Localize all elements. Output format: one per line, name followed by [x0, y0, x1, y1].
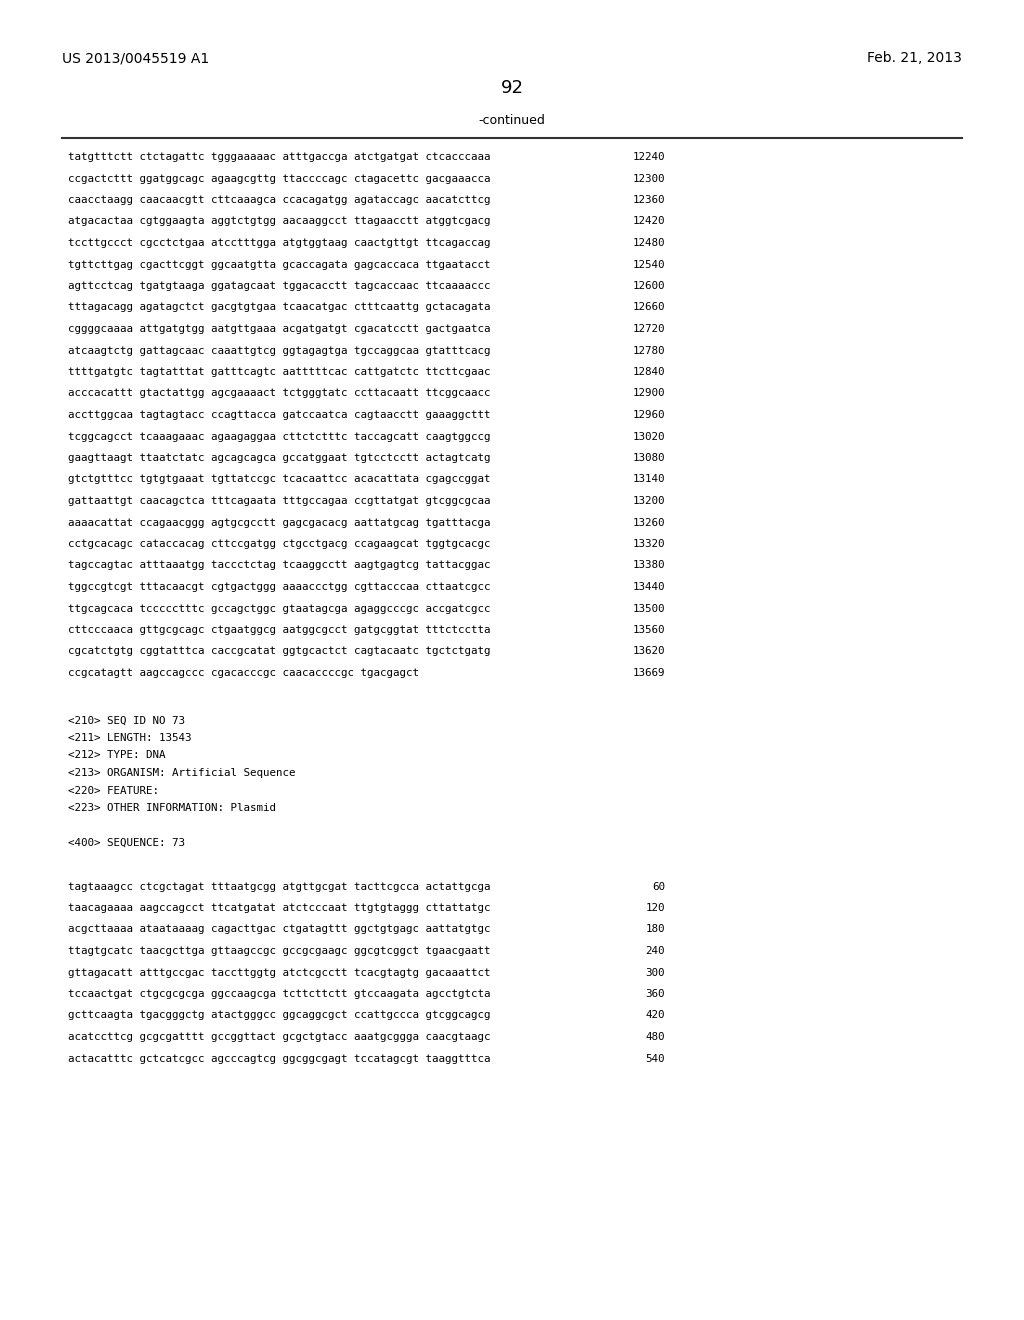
- Text: tatgtttctt ctctagattc tgggaaaaac atttgaccga atctgatgat ctcacccaaa: tatgtttctt ctctagattc tgggaaaaac atttgac…: [68, 152, 490, 162]
- Text: 13080: 13080: [633, 453, 665, 463]
- Text: gattaattgt caacagctca tttcagaata tttgccagaa ccgttatgat gtcggcgcaa: gattaattgt caacagctca tttcagaata tttgcca…: [68, 496, 490, 506]
- Text: acccacattt gtactattgg agcgaaaact tctgggtatc ccttacaatt ttcggcaacc: acccacattt gtactattgg agcgaaaact tctgggt…: [68, 388, 490, 399]
- Text: -continued: -continued: [478, 114, 546, 127]
- Text: 60: 60: [652, 882, 665, 891]
- Text: gcttcaagta tgacgggctg atactgggcc ggcaggcgct ccattgccca gtcggcagcg: gcttcaagta tgacgggctg atactgggcc ggcaggc…: [68, 1011, 490, 1020]
- Text: 12420: 12420: [633, 216, 665, 227]
- Text: 13440: 13440: [633, 582, 665, 591]
- Text: 540: 540: [645, 1053, 665, 1064]
- Text: 13380: 13380: [633, 561, 665, 570]
- Text: 13500: 13500: [633, 603, 665, 614]
- Text: 13669: 13669: [633, 668, 665, 678]
- Text: ttgcagcaca tccccctttc gccagctggc gtaatagcga agaggcccgc accgatcgcc: ttgcagcaca tccccctttc gccagctggc gtaatag…: [68, 603, 490, 614]
- Text: 13020: 13020: [633, 432, 665, 441]
- Text: cttcccaaca gttgcgcagc ctgaatggcg aatggcgcct gatgcggtat tttctcctta: cttcccaaca gttgcgcagc ctgaatggcg aatggcg…: [68, 624, 490, 635]
- Text: tccaactgat ctgcgcgcga ggccaagcga tcttcttctt gtccaagata agcctgtcta: tccaactgat ctgcgcgcga ggccaagcga tcttctt…: [68, 989, 490, 999]
- Text: atgacactaa cgtggaagta aggtctgtgg aacaaggcct ttagaacctt atggtcgacg: atgacactaa cgtggaagta aggtctgtgg aacaagg…: [68, 216, 490, 227]
- Text: ttttgatgtc tagtatttat gatttcagtc aatttttcac cattgatctc ttcttcgaac: ttttgatgtc tagtatttat gatttcagtc aattttt…: [68, 367, 490, 378]
- Text: US 2013/0045519 A1: US 2013/0045519 A1: [62, 51, 209, 65]
- Text: <400> SEQUENCE: 73: <400> SEQUENCE: 73: [68, 838, 185, 847]
- Text: 12840: 12840: [633, 367, 665, 378]
- Text: tagccagtac atttaaatgg taccctctag tcaaggcctt aagtgagtcg tattacggac: tagccagtac atttaaatgg taccctctag tcaaggc…: [68, 561, 490, 570]
- Text: cggggcaaaa attgatgtgg aatgttgaaa acgatgatgt cgacatcctt gactgaatca: cggggcaaaa attgatgtgg aatgttgaaa acgatga…: [68, 323, 490, 334]
- Text: 12540: 12540: [633, 260, 665, 269]
- Text: <211> LENGTH: 13543: <211> LENGTH: 13543: [68, 733, 191, 743]
- Text: 13560: 13560: [633, 624, 665, 635]
- Text: 420: 420: [645, 1011, 665, 1020]
- Text: 12240: 12240: [633, 152, 665, 162]
- Text: tagtaaagcc ctcgctagat tttaatgcgg atgttgcgat tacttcgcca actattgcga: tagtaaagcc ctcgctagat tttaatgcgg atgttgc…: [68, 882, 490, 891]
- Text: cgcatctgtg cggtatttca caccgcatat ggtgcactct cagtacaatc tgctctgatg: cgcatctgtg cggtatttca caccgcatat ggtgcac…: [68, 647, 490, 656]
- Text: acgcttaaaa ataataaaag cagacttgac ctgatagttt ggctgtgagc aattatgtgc: acgcttaaaa ataataaaag cagacttgac ctgatag…: [68, 924, 490, 935]
- Text: 13320: 13320: [633, 539, 665, 549]
- Text: 13260: 13260: [633, 517, 665, 528]
- Text: ccgactcttt ggatggcagc agaagcgttg ttaccccagc ctagacettc gacgaaacca: ccgactcttt ggatggcagc agaagcgttg ttacccc…: [68, 173, 490, 183]
- Text: tggccgtcgt tttacaacgt cgtgactggg aaaaccctgg cgttacccaa cttaatcgcc: tggccgtcgt tttacaacgt cgtgactggg aaaaccc…: [68, 582, 490, 591]
- Text: ttagtgcatc taacgcttga gttaagccgc gccgcgaagc ggcgtcggct tgaacgaatt: ttagtgcatc taacgcttga gttaagccgc gccgcga…: [68, 946, 490, 956]
- Text: 240: 240: [645, 946, 665, 956]
- Text: <213> ORGANISM: Artificial Sequence: <213> ORGANISM: Artificial Sequence: [68, 768, 296, 777]
- Text: atcaagtctg gattagcaac caaattgtcg ggtagagtga tgccaggcaa gtatttcacg: atcaagtctg gattagcaac caaattgtcg ggtagag…: [68, 346, 490, 355]
- Text: actacatttc gctcatcgcc agcccagtcg ggcggcgagt tccatagcgt taaggtttca: actacatttc gctcatcgcc agcccagtcg ggcggcg…: [68, 1053, 490, 1064]
- Text: tccttgccct cgcctctgaa atcctttgga atgtggtaag caactgttgt ttcagaccag: tccttgccct cgcctctgaa atcctttgga atgtggt…: [68, 238, 490, 248]
- Text: cctgcacagc cataccacag cttccgatgg ctgcctgacg ccagaagcat tggtgcacgc: cctgcacagc cataccacag cttccgatgg ctgcctg…: [68, 539, 490, 549]
- Text: <220> FEATURE:: <220> FEATURE:: [68, 785, 159, 796]
- Text: tttagacagg agatagctct gacgtgtgaa tcaacatgac ctttcaattg gctacagata: tttagacagg agatagctct gacgtgtgaa tcaacat…: [68, 302, 490, 313]
- Text: 180: 180: [645, 924, 665, 935]
- Text: 12480: 12480: [633, 238, 665, 248]
- Text: agttcctcag tgatgtaaga ggatagcaat tggacacctt tagcaccaac ttcaaaaccc: agttcctcag tgatgtaaga ggatagcaat tggacac…: [68, 281, 490, 290]
- Text: 12720: 12720: [633, 323, 665, 334]
- Text: acatccttcg gcgcgatttt gccggttact gcgctgtacc aaatgcggga caacgtaagc: acatccttcg gcgcgatttt gccggttact gcgctgt…: [68, 1032, 490, 1041]
- Text: gtctgtttcc tgtgtgaaat tgttatccgc tcacaattcc acacattata cgagccggat: gtctgtttcc tgtgtgaaat tgttatccgc tcacaat…: [68, 474, 490, 484]
- Text: 12780: 12780: [633, 346, 665, 355]
- Text: caacctaagg caacaacgtt cttcaaagca ccacagatgg agataccagc aacatcttcg: caacctaagg caacaacgtt cttcaaagca ccacaga…: [68, 195, 490, 205]
- Text: tcggcagcct tcaaagaaac agaagaggaa cttctctttc taccagcatt caagtggccg: tcggcagcct tcaaagaaac agaagaggaa cttctct…: [68, 432, 490, 441]
- Text: gttagacatt atttgccgac taccttggtg atctcgcctt tcacgtagtg gacaaattct: gttagacatt atttgccgac taccttggtg atctcgc…: [68, 968, 490, 978]
- Text: 300: 300: [645, 968, 665, 978]
- Text: 92: 92: [501, 79, 523, 96]
- Text: <223> OTHER INFORMATION: Plasmid: <223> OTHER INFORMATION: Plasmid: [68, 803, 276, 813]
- Text: 12600: 12600: [633, 281, 665, 290]
- Text: accttggcaa tagtagtacc ccagttacca gatccaatca cagtaacctt gaaaggcttt: accttggcaa tagtagtacc ccagttacca gatccaa…: [68, 411, 490, 420]
- Text: 12660: 12660: [633, 302, 665, 313]
- Text: 12960: 12960: [633, 411, 665, 420]
- Text: 480: 480: [645, 1032, 665, 1041]
- Text: <210> SEQ ID NO 73: <210> SEQ ID NO 73: [68, 715, 185, 726]
- Text: 12360: 12360: [633, 195, 665, 205]
- Text: 13620: 13620: [633, 647, 665, 656]
- Text: <212> TYPE: DNA: <212> TYPE: DNA: [68, 751, 166, 760]
- Text: 12900: 12900: [633, 388, 665, 399]
- Text: gaagttaagt ttaatctatc agcagcagca gccatggaat tgtcctcctt actagtcatg: gaagttaagt ttaatctatc agcagcagca gccatgg…: [68, 453, 490, 463]
- Text: 13140: 13140: [633, 474, 665, 484]
- Text: 13200: 13200: [633, 496, 665, 506]
- Text: 120: 120: [645, 903, 665, 913]
- Text: taacagaaaa aagccagcct ttcatgatat atctcccaat ttgtgtaggg cttattatgc: taacagaaaa aagccagcct ttcatgatat atctccc…: [68, 903, 490, 913]
- Text: Feb. 21, 2013: Feb. 21, 2013: [867, 51, 962, 65]
- Text: aaaacattat ccagaacggg agtgcgcctt gagcgacacg aattatgcag tgatttacga: aaaacattat ccagaacggg agtgcgcctt gagcgac…: [68, 517, 490, 528]
- Text: ccgcatagtt aagccagccc cgacacccgc caacaccccgc tgacgagct: ccgcatagtt aagccagccc cgacacccgc caacacc…: [68, 668, 419, 678]
- Text: 12300: 12300: [633, 173, 665, 183]
- Text: 360: 360: [645, 989, 665, 999]
- Text: tgttcttgag cgacttcggt ggcaatgtta gcaccagata gagcaccaca ttgaatacct: tgttcttgag cgacttcggt ggcaatgtta gcaccag…: [68, 260, 490, 269]
